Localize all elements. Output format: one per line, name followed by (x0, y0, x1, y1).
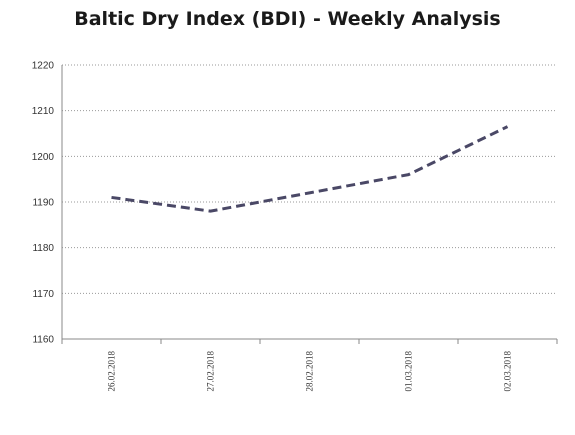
y-tick-label: 1200 (32, 152, 55, 163)
data-point (308, 191, 311, 194)
y-tick-label: 1190 (32, 198, 54, 209)
x-tick-label: 02.03.2018 (503, 351, 513, 392)
axes (61, 65, 558, 344)
x-tick-label: 26.02.2018 (107, 351, 117, 392)
x-tick-label: 28.02.2018 (305, 351, 315, 392)
chart-title: Baltic Dry Index (BDI) - Weekly Analysis (74, 8, 501, 30)
grid-lines (62, 64, 557, 294)
data-point (407, 173, 410, 176)
y-tick-label: 1220 (32, 61, 55, 72)
x-tick-label: 27.02.2018 (206, 351, 216, 392)
y-tick-labels: 1160 1170 1180 1190 1200 1210 1220 (32, 61, 55, 346)
series-line (111, 125, 509, 213)
series-layer (110, 125, 509, 213)
y-tick-label: 1170 (32, 289, 54, 300)
data-point (506, 125, 509, 128)
y-tick-label: 1180 (32, 243, 54, 254)
data-point (209, 210, 212, 213)
y-tick-label: 1160 (32, 335, 54, 346)
data-point (110, 196, 113, 199)
y-tick-label: 1210 (32, 106, 55, 117)
x-tick-labels: 26.02.2018 27.02.2018 28.02.2018 01.03.2018… (107, 351, 513, 392)
x-tick-label: 01.03.2018 (404, 351, 414, 392)
